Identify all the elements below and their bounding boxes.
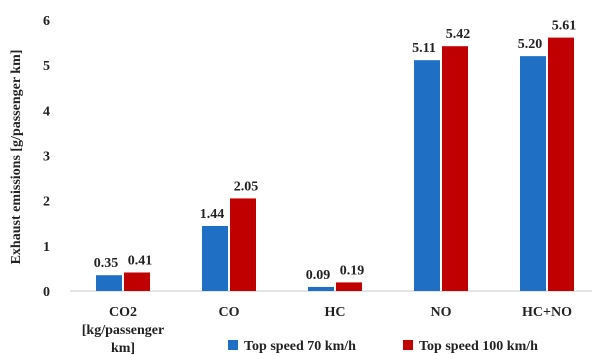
bar	[442, 46, 468, 291]
y-tick-label: 5	[43, 59, 50, 74]
x-tick-label: HC+NO	[522, 305, 572, 320]
bar	[414, 60, 440, 291]
bar	[230, 198, 256, 291]
data-label: 5.20	[518, 37, 543, 52]
legend-label: Top speed 100 km/h	[419, 339, 538, 354]
bar	[548, 37, 574, 291]
y-tick-label: 6	[43, 14, 50, 29]
y-tick-label: 4	[43, 104, 50, 119]
data-label: 0.09	[306, 268, 331, 283]
x-tick-label: CO2	[109, 305, 137, 320]
legend-label: Top speed 70 km/h	[244, 339, 356, 354]
legend-swatch	[403, 340, 413, 350]
bar	[202, 225, 228, 291]
bar	[520, 56, 546, 292]
y-tick-label: 2	[43, 195, 50, 210]
y-axis-label: Exhaust emissions [g/passenger km]	[9, 50, 24, 265]
x-tick-label: HC	[325, 305, 346, 320]
x-tick-label: [kg/passenger	[82, 323, 164, 338]
bar	[308, 286, 334, 291]
data-label: 5.61	[552, 19, 577, 34]
bar	[96, 275, 122, 291]
x-tick-label: CO	[219, 305, 240, 320]
y-tick-label: 0	[43, 285, 50, 300]
data-label: 5.11	[412, 41, 436, 56]
data-label: 1.44	[200, 207, 225, 222]
y-tick-label: 3	[43, 150, 50, 165]
legend-swatch	[228, 340, 238, 350]
data-label: 5.42	[446, 27, 471, 42]
bar	[124, 272, 150, 291]
data-label: 0.19	[340, 263, 365, 278]
data-label: 0.41	[128, 253, 153, 268]
data-label: 2.05	[234, 179, 259, 194]
x-tick-label: NO	[431, 305, 452, 320]
data-label: 0.35	[94, 256, 119, 271]
y-tick-label: 1	[43, 240, 50, 255]
bar	[336, 282, 362, 291]
x-tick-label: km]	[111, 341, 135, 356]
